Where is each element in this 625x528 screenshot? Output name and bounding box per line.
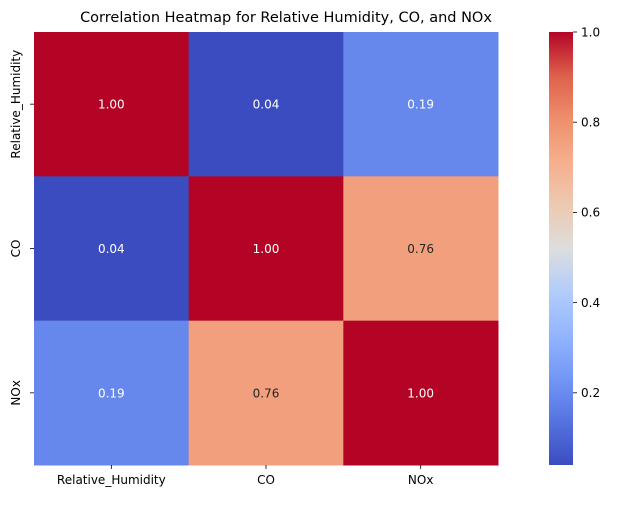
heatmap-cell-co-relative-humidity [34,176,190,322]
colorbar-tick-label: 0.2 [581,386,600,400]
colorbar-tick-label: 1.0 [581,25,600,39]
cell-value-label: 1.00 [407,386,434,400]
cell-value-label: 0.19 [407,98,434,112]
colorbar-ticks: 0.2 0.4 0.6 0.8 1.0 [573,25,600,400]
colorbar-tick-label: 0.6 [581,206,600,220]
colorbar-gradient [549,32,573,465]
y-tick-label: CO [9,240,23,258]
cell-value-label: 0.76 [407,242,434,256]
heatmap-cell-nox-nox [343,320,499,466]
x-axis: Relative_Humidity CO NOx [57,465,434,487]
colorbar: 0.2 0.4 0.6 0.8 1.0 [549,25,600,465]
colorbar-tick-label: 0.4 [581,296,600,310]
heatmap-cell-relative-humidity-co [188,32,344,177]
cell-value-label: 0.19 [98,386,125,400]
heatmap-cell-nox-co [188,320,344,466]
y-axis: Relative_Humidity CO NOx [9,50,34,406]
colorbar-tick-label: 0.8 [581,116,600,130]
cell-value-label: 0.04 [98,242,125,256]
cell-value-label: 0.76 [253,386,280,400]
y-tick-label: Relative_Humidity [9,50,23,159]
cell-value-label: 1.00 [98,98,125,112]
y-tick-label: NOx [9,380,23,406]
heatmap-cells [34,32,499,466]
x-tick-label: NOx [408,473,434,487]
heatmap-cell-relative-humidity-relative-humidity [34,32,190,177]
x-tick-label: CO [257,473,275,487]
heatmap-cell-co-nox [343,176,499,322]
heatmap-cell-relative-humidity-nox [343,32,499,177]
cell-value-label: 1.00 [253,242,280,256]
heatmap-cell-co-co [188,176,344,322]
cell-value-label: 0.04 [253,98,280,112]
x-tick-label: Relative_Humidity [57,473,166,487]
heatmap-cell-nox-relative-humidity [34,320,190,466]
cell-annotations: 1.00 0.04 0.19 0.04 1.00 0.76 0.19 0.76 1.00 [98,98,434,401]
chart-title: Correlation Heatmap for Relative Humidit… [80,10,492,26]
